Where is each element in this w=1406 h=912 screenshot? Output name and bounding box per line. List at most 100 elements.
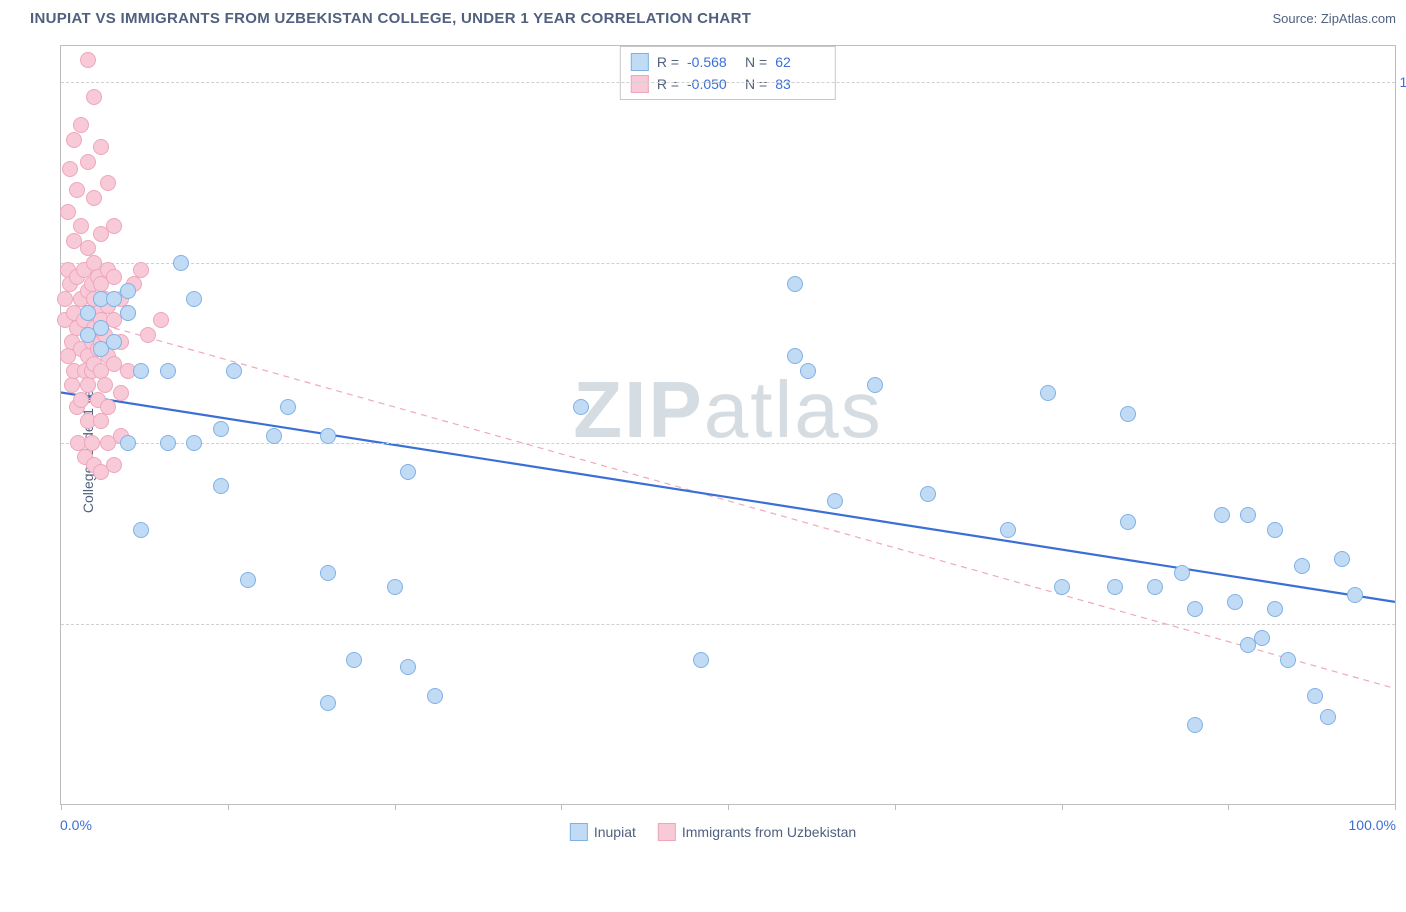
gridline: [61, 263, 1395, 264]
data-point: [69, 182, 85, 198]
data-point: [1347, 587, 1363, 603]
data-point: [64, 377, 80, 393]
data-point: [1120, 406, 1136, 422]
x-tick: [1228, 804, 1229, 810]
data-point: [1000, 522, 1016, 538]
data-point: [920, 486, 936, 502]
watermark-atlas: atlas: [704, 365, 883, 454]
data-point: [573, 399, 589, 415]
data-point: [427, 688, 443, 704]
watermark-zip: ZIP: [573, 365, 703, 454]
x-min-label: 0.0%: [60, 817, 92, 833]
data-point: [346, 652, 362, 668]
data-point: [84, 435, 100, 451]
data-point: [800, 363, 816, 379]
data-point: [320, 565, 336, 581]
data-point: [120, 305, 136, 321]
data-point: [93, 139, 109, 155]
data-point: [73, 392, 89, 408]
x-tick: [228, 804, 229, 810]
data-point: [1187, 601, 1203, 617]
data-point: [1214, 507, 1230, 523]
data-point: [400, 464, 416, 480]
data-point: [1187, 717, 1203, 733]
legend-label-series1: Inupiat: [594, 824, 636, 840]
data-point: [80, 377, 96, 393]
data-point: [1267, 601, 1283, 617]
legend-item-series2: Immigrants from Uzbekistan: [658, 823, 856, 841]
y-tick-label: 25.0%: [1387, 616, 1406, 632]
plot-area: ZIPatlas R = -0.568 N = 62 R = -0.050 N …: [60, 45, 1396, 805]
data-point: [280, 399, 296, 415]
data-point: [240, 572, 256, 588]
data-point: [1054, 579, 1070, 595]
header: INUPIAT VS IMMIGRANTS FROM UZBEKISTAN CO…: [10, 10, 1406, 35]
data-point: [80, 52, 96, 68]
data-point: [186, 435, 202, 451]
data-point: [113, 385, 129, 401]
legend-label-series2: Immigrants from Uzbekistan: [682, 824, 856, 840]
data-point: [97, 377, 113, 393]
data-point: [60, 204, 76, 220]
stat-row-series1: R = -0.568 N = 62: [631, 51, 825, 73]
data-point: [1240, 507, 1256, 523]
data-point: [226, 363, 242, 379]
data-point: [213, 478, 229, 494]
data-point: [73, 218, 89, 234]
r-label: R =: [657, 76, 679, 92]
x-tick: [61, 804, 62, 810]
data-point: [1320, 709, 1336, 725]
data-point: [66, 132, 82, 148]
x-tick: [1395, 804, 1396, 810]
data-point: [86, 89, 102, 105]
x-tick: [561, 804, 562, 810]
r-value-series1: -0.568: [687, 54, 737, 70]
bottom-legend: Inupiat Immigrants from Uzbekistan: [570, 823, 856, 841]
regression-line: [61, 393, 1395, 602]
x-max-label: 100.0%: [1349, 817, 1396, 833]
data-point: [1254, 630, 1270, 646]
source-link[interactable]: ZipAtlas.com: [1321, 11, 1396, 26]
regression-lines-layer: [61, 46, 1395, 804]
data-point: [86, 190, 102, 206]
chart-title: INUPIAT VS IMMIGRANTS FROM UZBEKISTAN CO…: [30, 10, 751, 27]
y-tick-label: 75.0%: [1387, 255, 1406, 271]
chart-container: INUPIAT VS IMMIGRANTS FROM UZBEKISTAN CO…: [10, 10, 1406, 902]
data-point: [186, 291, 202, 307]
r-value-series2: -0.050: [687, 76, 737, 92]
source-prefix: Source:: [1272, 11, 1320, 26]
stat-panel: R = -0.568 N = 62 R = -0.050 N = 83: [620, 46, 836, 100]
source-label: Source: ZipAtlas.com: [1272, 11, 1396, 26]
data-point: [153, 312, 169, 328]
data-point: [1107, 579, 1123, 595]
x-tick: [395, 804, 396, 810]
data-point: [1280, 652, 1296, 668]
data-point: [160, 363, 176, 379]
gridline: [61, 624, 1395, 625]
stat-row-series2: R = -0.050 N = 83: [631, 73, 825, 95]
data-point: [120, 435, 136, 451]
regression-line: [61, 313, 1395, 688]
legend-item-series1: Inupiat: [570, 823, 636, 841]
data-point: [1120, 514, 1136, 530]
watermark: ZIPatlas: [573, 364, 882, 456]
x-tick: [1062, 804, 1063, 810]
y-tick-label: 100.0%: [1387, 74, 1406, 90]
data-point: [133, 522, 149, 538]
data-point: [62, 161, 78, 177]
data-point: [693, 652, 709, 668]
data-point: [320, 695, 336, 711]
swatch-series2: [631, 75, 649, 93]
data-point: [160, 435, 176, 451]
data-point: [266, 428, 282, 444]
plot-wrap: College, Under 1 year ZIPatlas R = -0.56…: [10, 35, 1406, 855]
data-point: [106, 334, 122, 350]
data-point: [106, 218, 122, 234]
r-label: R =: [657, 54, 679, 70]
data-point: [57, 291, 73, 307]
y-tick-label: 50.0%: [1387, 435, 1406, 451]
data-point: [93, 320, 109, 336]
data-point: [213, 421, 229, 437]
data-point: [100, 399, 116, 415]
n-value-series1: 62: [775, 54, 825, 70]
